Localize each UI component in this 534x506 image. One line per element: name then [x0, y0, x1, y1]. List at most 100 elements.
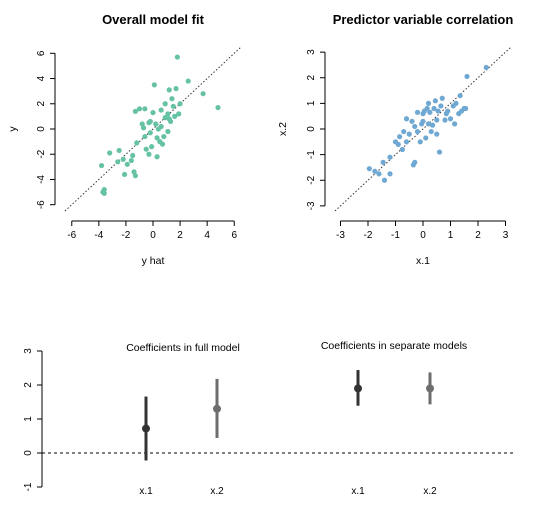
data-point-predictor-correlation [431, 105, 437, 112]
x-tick-label-model-fit: 6 [231, 230, 237, 241]
data-point-model-fit [121, 171, 128, 178]
x-tick-label-predictor-correlation: 3 [503, 230, 509, 241]
x-axis-label-model-fit: y hat [142, 255, 165, 267]
data-point-model-fit [176, 111, 182, 117]
y-tick-label-predictor-correlation: -1 [306, 150, 317, 159]
chart-title-model-fit: Overall model fit [102, 12, 205, 27]
points-model-fit [98, 54, 221, 196]
data-point-model-fit [98, 162, 105, 169]
x-tick-label-model-fit: 2 [177, 230, 183, 241]
data-point-model-fit [100, 189, 106, 195]
data-point-predictor-correlation [412, 159, 418, 165]
data-point-predictor-correlation [425, 121, 432, 127]
x-tick-label-predictor-correlation: -2 [364, 230, 373, 241]
data-point-model-fit [172, 113, 178, 119]
x-tick-label-predictor-correlation: 0 [420, 230, 426, 241]
data-point-predictor-correlation [452, 121, 458, 127]
data-point-predictor-correlation [427, 109, 433, 115]
estimate-point-x1 [354, 384, 362, 393]
estimate-point-x2 [426, 384, 434, 393]
data-point-model-fit [155, 126, 162, 132]
data-point-model-fit [177, 101, 183, 107]
data-point-predictor-correlation [414, 109, 421, 115]
data-point-predictor-correlation [434, 117, 440, 123]
data-point-predictor-correlation [420, 118, 426, 124]
data-point-predictor-correlation [401, 128, 407, 135]
data-point-predictor-correlation [434, 131, 440, 137]
x-tick-label-model-fit: 0 [150, 230, 156, 241]
data-point-model-fit [174, 54, 180, 60]
y-tick-label-coefficients: -1 [23, 482, 34, 491]
data-point-model-fit [165, 111, 171, 117]
y-tick-label-coefficients: 2 [23, 382, 34, 388]
data-point-model-fit [139, 121, 145, 127]
data-point-model-fit [143, 146, 149, 152]
data-point-predictor-correlation [423, 135, 429, 141]
category-label-x2: x.2 [423, 486, 437, 497]
x-tick-label-predictor-correlation: 2 [475, 230, 481, 241]
data-point-predictor-correlation [414, 128, 421, 135]
data-point-model-fit [132, 173, 138, 179]
data-point-predictor-correlation [397, 134, 403, 140]
data-point-model-fit [165, 128, 171, 135]
data-point-model-fit [168, 118, 174, 125]
data-point-model-fit [150, 110, 156, 116]
y-tick-label-predictor-correlation: 3 [306, 49, 317, 55]
data-point-model-fit [153, 121, 159, 127]
x-tick-label-predictor-correlation: 1 [448, 230, 454, 241]
data-point-model-fit [146, 151, 152, 157]
data-point-model-fit [132, 108, 138, 114]
data-point-model-fit [162, 101, 168, 107]
data-point-model-fit [116, 147, 122, 154]
y-tick-label-coefficients: 3 [23, 348, 34, 354]
y-axis-label-predictor-correlation: x.2 [277, 122, 289, 136]
x-tick-label-model-fit: -2 [121, 230, 130, 241]
reference-line-model-fit [64, 46, 242, 212]
data-point-model-fit [169, 96, 175, 102]
y-tick-label-coefficients: 1 [23, 416, 34, 422]
estimate-point-x1 [142, 424, 150, 433]
y-tick-label-predictor-correlation: 0 [306, 126, 317, 132]
y-tick-label-coefficients: 0 [23, 450, 34, 456]
data-point-model-fit [146, 120, 152, 126]
data-point-model-fit [162, 115, 168, 121]
data-point-predictor-correlation [483, 64, 489, 71]
axes-predictor-correlation: -3 -2 -1 0 1 2 3 -3 -2 -1 0 1 2 3 [306, 49, 509, 241]
category-label-x1: x.1 [351, 486, 365, 497]
data-point-model-fit [147, 130, 153, 136]
data-point-predictor-correlation [409, 118, 415, 124]
data-point-model-fit [151, 82, 157, 88]
estimate-point-x2 [213, 404, 221, 413]
x-tick-label-predictor-correlation: -1 [391, 230, 400, 241]
y-tick-label-model-fit: 0 [36, 126, 47, 132]
data-point-predictor-correlation [436, 149, 443, 155]
y-tick-label-predictor-correlation: 1 [306, 100, 317, 106]
data-point-predictor-correlation [463, 105, 469, 112]
data-point-predictor-correlation [395, 141, 401, 147]
data-point-predictor-correlation [380, 159, 386, 165]
data-point-model-fit [154, 135, 160, 141]
data-point-predictor-correlation [457, 93, 463, 99]
data-point-model-fit [136, 106, 143, 112]
data-point-model-fit [115, 159, 121, 165]
data-point-predictor-correlation [430, 122, 436, 128]
data-point-predictor-correlation [399, 146, 405, 153]
data-point-model-fit [166, 87, 172, 93]
data-point-predictor-correlation [428, 128, 434, 135]
y-tick-label-model-fit: -6 [36, 200, 47, 209]
data-point-model-fit [142, 106, 148, 112]
data-point-predictor-correlation [412, 123, 418, 130]
subtitle-separate-models: Coefficients in separate models [321, 340, 467, 352]
data-point-predictor-correlation [381, 177, 388, 183]
data-point-predictor-correlation [366, 166, 372, 172]
y-tick-label-model-fit: 6 [36, 50, 47, 56]
data-point-model-fit [185, 78, 191, 84]
data-point-model-fit [158, 107, 164, 113]
data-point-model-fit [128, 157, 134, 164]
data-point-predictor-correlation [387, 171, 393, 177]
x-axis-label-predictor-correlation: x.1 [416, 255, 430, 267]
data-point-model-fit [161, 133, 167, 140]
scatter-panel-predictor-correlation: Predictor variable correlation x.1 x.2 -… [277, 12, 513, 267]
y-tick-label-predictor-correlation: -2 [306, 175, 317, 184]
